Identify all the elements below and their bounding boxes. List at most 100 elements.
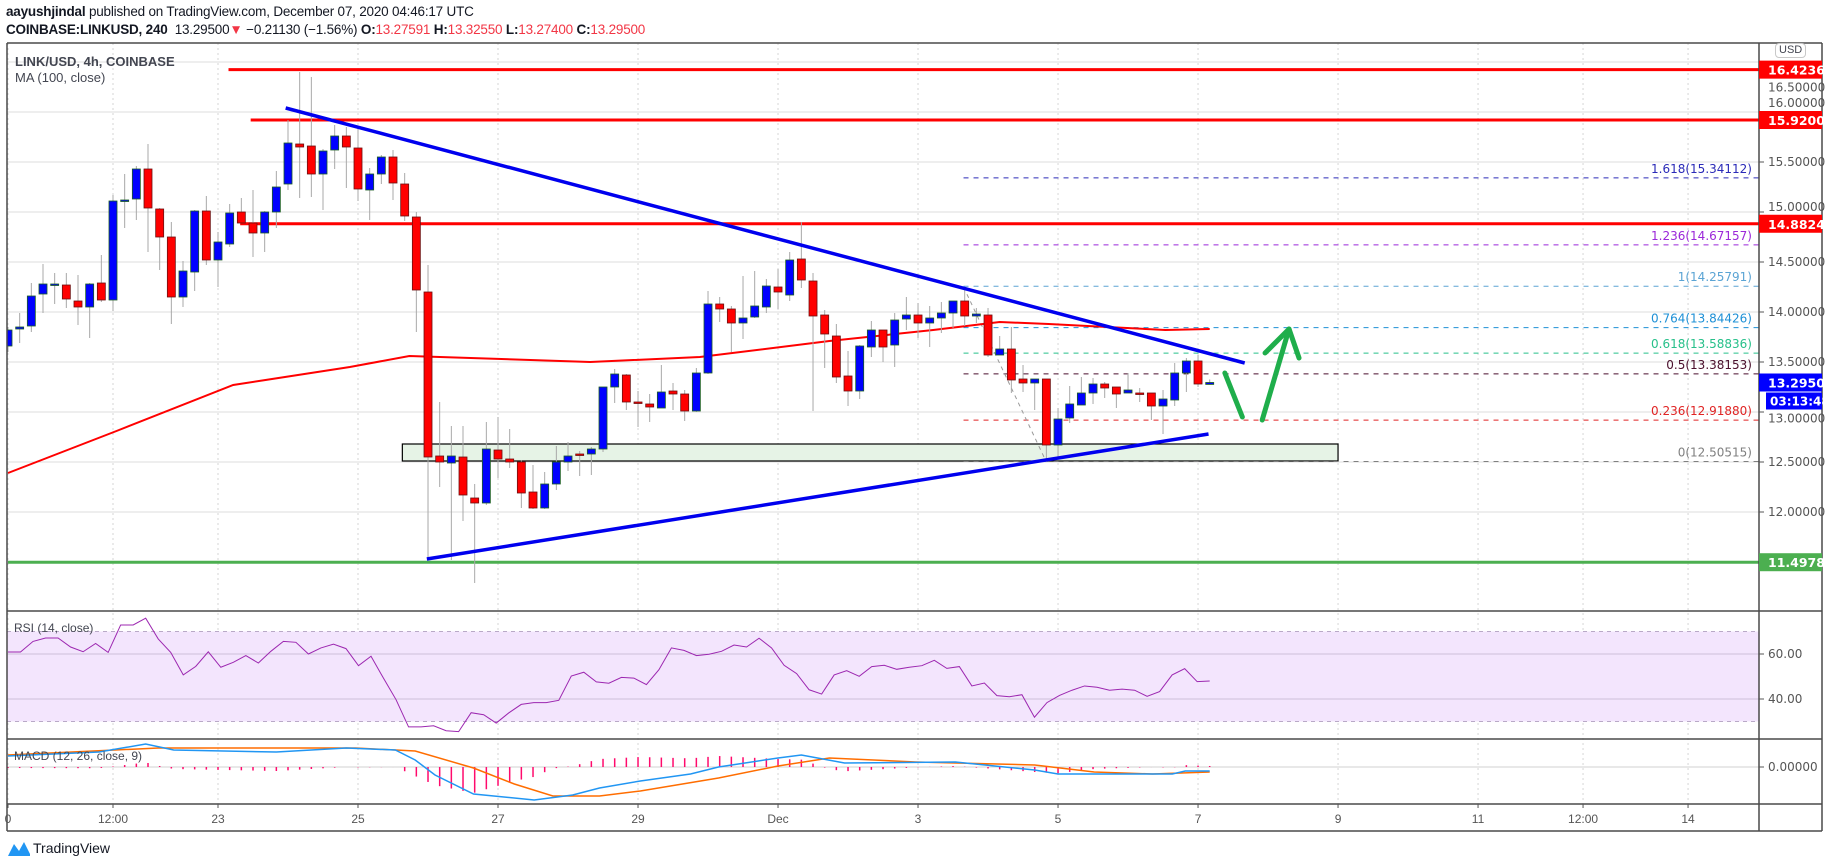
rsi-legend[interactable]: RSI (14, close) xyxy=(14,621,94,635)
candle-body-down xyxy=(155,208,165,238)
candle xyxy=(108,195,118,311)
published-text: published on TradingView.com, December 0… xyxy=(85,4,474,19)
candle-body-up xyxy=(85,283,95,308)
fib-level-label: 0.5(13.38153) xyxy=(1666,358,1752,372)
candle-body-down xyxy=(388,156,398,184)
candle-body-down xyxy=(715,303,725,310)
candle xyxy=(143,144,153,252)
candle xyxy=(61,273,71,308)
candle xyxy=(306,77,316,197)
candle xyxy=(878,329,888,362)
candle-body-down xyxy=(575,453,585,456)
candle-body-up xyxy=(365,173,375,191)
candle-body-down xyxy=(831,335,841,378)
candle xyxy=(318,149,328,210)
price-change: −0.21130 (−1.56%) xyxy=(246,22,358,37)
candle xyxy=(691,368,701,412)
candle-body-up xyxy=(108,200,118,301)
last-price-label: 13.29500 xyxy=(1768,376,1828,391)
candle xyxy=(960,287,970,326)
candle-body-down xyxy=(493,449,503,460)
candle xyxy=(516,460,526,508)
close-value: 13.29500 xyxy=(590,22,646,37)
time-axis-label: 9 xyxy=(1335,812,1342,826)
candle-body-down xyxy=(1018,378,1028,384)
candle-body-up xyxy=(15,326,25,330)
candle xyxy=(808,273,818,411)
candle-body-down xyxy=(341,135,351,148)
candle xyxy=(190,210,200,291)
candle xyxy=(1006,327,1016,393)
candle xyxy=(178,261,188,307)
candle-body-up xyxy=(7,329,13,347)
candle-body-up xyxy=(1181,360,1191,374)
candle xyxy=(201,196,211,265)
candle-body-up xyxy=(703,303,713,374)
candle xyxy=(738,276,748,339)
projection-arrow-down xyxy=(1222,370,1245,420)
candle-body-up xyxy=(866,329,876,348)
candle-body-down xyxy=(1111,386,1121,395)
candle-body-down xyxy=(166,236,176,298)
candle xyxy=(1170,363,1180,406)
brand-name: TradingView xyxy=(33,840,111,856)
candle xyxy=(38,264,48,313)
candle xyxy=(843,351,853,406)
time-axis-label: 12:00 xyxy=(1568,812,1598,826)
candle-body-up xyxy=(446,455,456,464)
candle-body-down xyxy=(458,456,468,496)
candle xyxy=(131,166,141,220)
candle-body-down xyxy=(1100,383,1110,389)
candle-body-up xyxy=(738,317,748,324)
candle xyxy=(295,72,305,198)
time-axis-label: 14 xyxy=(1681,812,1695,826)
price-axis-label: 13.50000 xyxy=(1768,355,1825,369)
macd-legend[interactable]: MACD (12, 26, close, 9) xyxy=(14,749,143,763)
support-zone xyxy=(401,443,1339,462)
currency-badge[interactable]: USD xyxy=(1775,43,1807,58)
candle xyxy=(540,472,550,509)
candle xyxy=(50,273,60,304)
candle xyxy=(703,291,713,374)
candle-body-down xyxy=(726,308,736,324)
candle xyxy=(785,252,795,301)
candle xyxy=(901,297,911,330)
tradingview-logo[interactable]: TradingView xyxy=(8,840,110,856)
candle-body-down xyxy=(248,222,258,234)
chart-legend-title[interactable]: LINK/USD, 4h, COINBASE xyxy=(15,54,175,69)
candle xyxy=(1123,373,1133,394)
candle-body-down xyxy=(960,300,970,317)
candle-body-up xyxy=(1088,383,1098,394)
ma-legend[interactable]: MA (100, close) xyxy=(15,70,106,85)
author-link[interactable]: aayushjindal xyxy=(6,4,86,19)
candle xyxy=(633,391,643,427)
candle-body-down xyxy=(470,497,480,504)
candle xyxy=(213,232,223,287)
candle-body-down xyxy=(983,314,993,356)
symbol-info: COINBASE:LINKUSD, 240 13.29500▼ −0.21130… xyxy=(6,22,645,38)
candle-body-up xyxy=(376,156,386,175)
candle xyxy=(668,383,678,410)
low-label: L: xyxy=(505,22,519,37)
candle xyxy=(715,297,725,322)
candle xyxy=(761,279,771,313)
candle-body-up xyxy=(785,259,795,296)
candle-body-down xyxy=(633,401,643,404)
candle-body-up xyxy=(855,345,865,392)
candle-body-up xyxy=(271,186,281,213)
candle xyxy=(353,129,363,201)
candle xyxy=(411,212,421,332)
high-value: 13.32550 xyxy=(447,22,503,37)
candle xyxy=(271,171,281,228)
candle-body-down xyxy=(306,145,316,175)
candle xyxy=(376,155,386,184)
fib-level-label: 0.764(13.84426) xyxy=(1651,312,1752,326)
arrowhead-icon xyxy=(1262,326,1302,361)
candle xyxy=(26,283,36,332)
candle xyxy=(586,447,596,475)
candle-body-down xyxy=(1006,348,1016,381)
price-line-label-bg xyxy=(1759,553,1822,572)
candle-body-up xyxy=(131,168,141,200)
candle-body-up xyxy=(26,295,36,327)
